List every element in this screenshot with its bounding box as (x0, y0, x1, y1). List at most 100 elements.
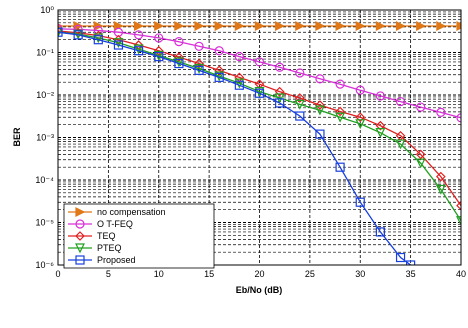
marker-square (355, 197, 365, 207)
marker-diamond (436, 171, 446, 182)
marker-circle (335, 79, 345, 89)
y-tick-label: 10⁰ (40, 5, 54, 15)
legend-item: Proposed (68, 255, 136, 265)
marker-triangle-down (395, 139, 406, 150)
y-tick-label: 10⁻⁵ (36, 218, 55, 228)
x-tick-label: 30 (355, 269, 365, 279)
marker-square (134, 46, 144, 56)
marker-circle (315, 74, 325, 84)
legend-item: no compensation (68, 207, 166, 217)
legend-item: O T-FEQ (68, 219, 133, 229)
marker-square (395, 252, 406, 263)
x-tick-label: 0 (55, 269, 60, 279)
y-tick-label: 10⁻² (36, 90, 54, 100)
marker-diamond (174, 52, 184, 62)
marker-diamond (294, 93, 305, 103)
marker-triangle-down (294, 99, 305, 110)
marker-triangle-down (254, 87, 265, 97)
marker-circle (456, 113, 461, 123)
marker-triangle-down (335, 112, 346, 123)
marker-triangle-down (314, 105, 325, 116)
legend-label: TEQ (97, 231, 116, 241)
marker-triangle-down (375, 128, 386, 138)
marker-diamond (75, 231, 85, 241)
marker-square (194, 65, 204, 75)
marker-triangle-right (254, 21, 265, 31)
legend-label: O T-FEQ (97, 219, 133, 229)
series-line (58, 30, 461, 206)
marker-triangle-right (154, 21, 165, 31)
marker-diamond (335, 106, 345, 117)
marker-square (214, 72, 224, 82)
marker-triangle-down (173, 57, 184, 68)
marker-triangle-right (355, 21, 366, 31)
series-line (58, 31, 411, 265)
marker-circle (174, 37, 184, 47)
y-tick-label: 10⁻³ (36, 133, 54, 143)
marker-circle (395, 96, 406, 107)
marker-square (406, 260, 416, 265)
marker-triangle-down (415, 158, 426, 169)
marker-diamond (153, 45, 164, 56)
marker-triangle-down (194, 63, 205, 74)
marker-triangle-right (194, 21, 205, 31)
marker-triangle-right (174, 21, 185, 31)
y-tick-label: 10⁻¹ (36, 48, 54, 58)
marker-square (295, 111, 305, 121)
marker-diamond (375, 120, 386, 131)
marker-triangle-right (214, 21, 225, 31)
marker-triangle-down (93, 33, 104, 44)
marker-circle (75, 219, 85, 229)
x-tick-label: 15 (204, 269, 214, 279)
series-no-compensation (58, 21, 461, 31)
series-proposed (58, 27, 416, 265)
marker-triangle-right (395, 21, 406, 31)
marker-square (375, 227, 385, 237)
marker-triangle-right (295, 21, 306, 31)
marker-triangle-down (113, 38, 124, 49)
plot-frame (57, 9, 462, 266)
marker-triangle-down (133, 44, 144, 55)
marker-square (93, 35, 103, 45)
marker-triangle-down (234, 78, 245, 89)
marker-triangle-down (456, 216, 461, 227)
marker-square (254, 88, 265, 98)
marker-diamond (214, 65, 225, 76)
marker-square (154, 52, 164, 62)
x-tick-label: 20 (254, 269, 264, 279)
marker-triangle-right (315, 21, 326, 31)
series-line (58, 28, 461, 119)
marker-diamond (315, 100, 325, 110)
marker-triangle-down (75, 243, 85, 254)
marker-circle (254, 57, 265, 67)
marker-square (315, 129, 325, 139)
marker-circle (214, 46, 224, 56)
marker-diamond (456, 200, 461, 211)
x-tick-label: 35 (406, 269, 416, 279)
marker-triangle-right (234, 21, 245, 31)
x-axis-label: Eb/No (dB) (236, 285, 283, 295)
marker-triangle-down (214, 71, 225, 82)
marker-square (234, 80, 244, 90)
marker-square (75, 255, 85, 265)
marker-triangle-right (456, 21, 461, 31)
marker-circle (194, 41, 204, 51)
series-o-t-feq (58, 24, 461, 123)
series-line (58, 31, 461, 222)
marker-triangle-right (335, 21, 346, 31)
series-teq (58, 26, 461, 211)
marker-square (275, 98, 285, 108)
marker-triangle-down (355, 119, 366, 130)
legend-label: Proposed (97, 255, 136, 265)
x-tick-label: 40 (456, 269, 466, 279)
y-axis-label: BER (12, 127, 22, 147)
marker-triangle-right (375, 21, 386, 31)
legend-item: PTEQ (68, 243, 122, 254)
legend-item: TEQ (68, 231, 116, 241)
legend: no compensation O T-FEQ TEQ PTEQ Proposed (63, 203, 215, 269)
marker-circle (234, 52, 244, 62)
marker-triangle-down (435, 184, 446, 195)
x-tick-label: 5 (106, 269, 111, 279)
marker-circle (134, 30, 144, 40)
marker-diamond (274, 86, 285, 97)
